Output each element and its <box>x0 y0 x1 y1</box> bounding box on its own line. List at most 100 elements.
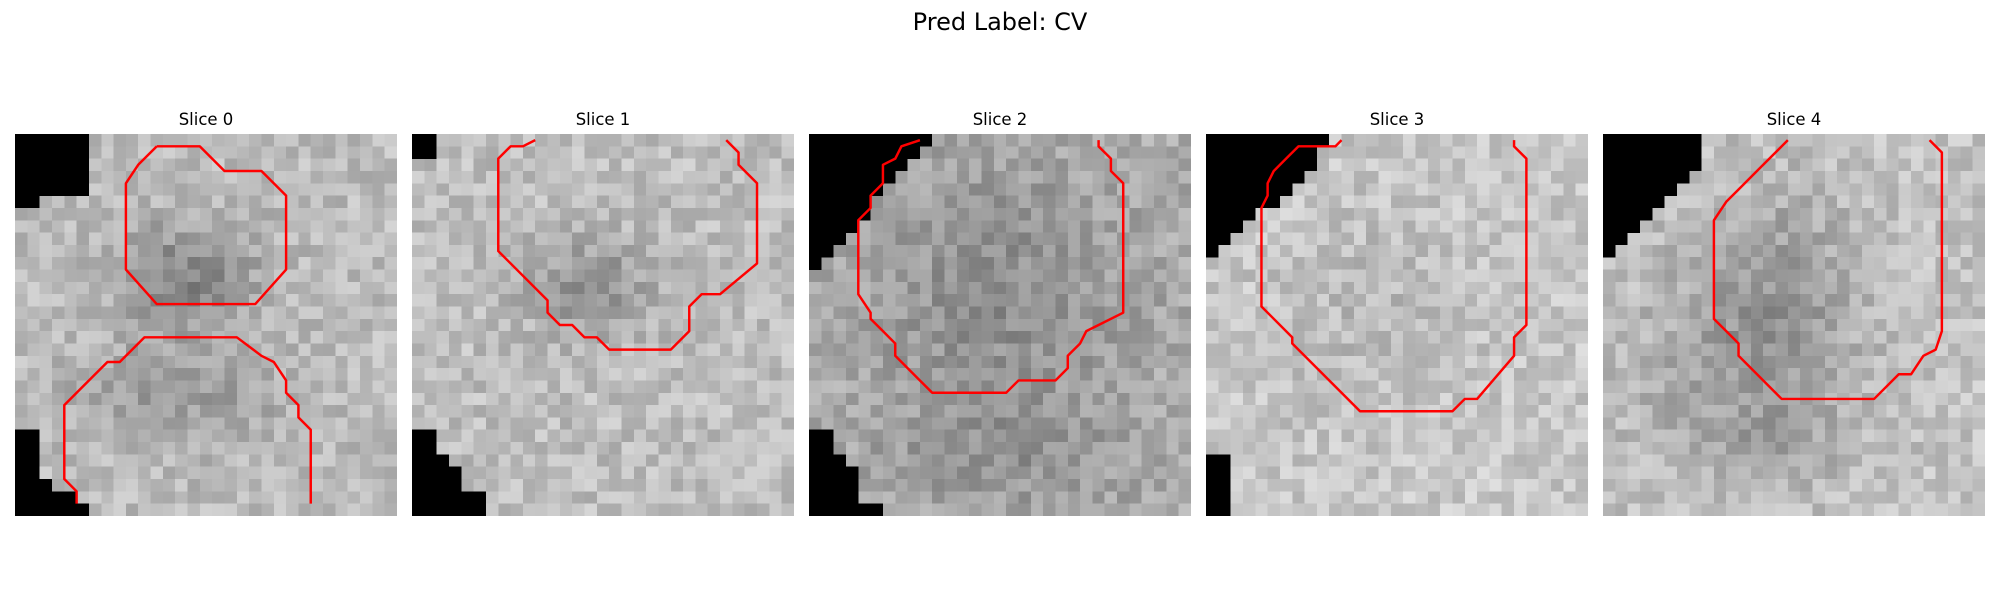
image-pixel <box>547 146 561 159</box>
image-pixel <box>323 392 336 406</box>
image-pixel <box>1242 368 1256 381</box>
image-pixel <box>1353 454 1367 467</box>
image-pixel <box>1166 195 1179 209</box>
image-pixel <box>1316 257 1330 270</box>
image-pixel <box>485 134 499 147</box>
image-pixel <box>261 269 275 283</box>
image-pixel <box>412 343 425 357</box>
image-pixel <box>621 417 635 430</box>
image-pixel <box>1440 170 1453 184</box>
image-pixel <box>1750 269 1764 283</box>
image-pixel <box>1390 269 1404 283</box>
image-pixel <box>298 343 311 357</box>
image-pixel <box>187 392 201 406</box>
image-pixel <box>510 195 524 209</box>
image-pixel <box>1154 331 1167 344</box>
image-pixel <box>1652 368 1665 381</box>
image-pixel <box>448 281 462 295</box>
image-pixel <box>1837 207 1850 221</box>
image-pixel <box>1129 257 1142 270</box>
image-pixel <box>781 220 794 233</box>
image-pixel <box>932 232 945 246</box>
image-pixel <box>683 491 696 504</box>
image-pixel <box>199 183 213 196</box>
image-pixel <box>360 380 373 394</box>
image-pixel <box>1701 466 1715 480</box>
image-pixel <box>323 281 336 295</box>
image-pixel <box>461 380 474 394</box>
image-pixel <box>101 491 114 504</box>
image-pixel <box>335 331 348 344</box>
image-pixel <box>1427 479 1441 492</box>
image-pixel <box>448 257 462 270</box>
image-pixel <box>1279 368 1293 381</box>
image-pixel <box>1763 491 1776 504</box>
image-pixel <box>1154 170 1167 184</box>
image-pixel <box>993 195 1007 209</box>
image-pixel <box>1972 170 1985 184</box>
image-pixel <box>1738 503 1752 516</box>
image-pixel <box>1713 405 1727 418</box>
image-pixel <box>1489 220 1502 233</box>
image-pixel <box>1563 479 1576 492</box>
image-pixel <box>15 392 28 406</box>
image-pixel <box>1341 134 1355 147</box>
image-pixel <box>547 417 561 430</box>
image-pixel <box>1738 232 1752 246</box>
image-pixel <box>1726 466 1739 480</box>
image-pixel <box>1166 146 1179 159</box>
image-pixel <box>757 257 770 270</box>
image-pixel <box>1689 380 1702 394</box>
image-pixel <box>1526 257 1539 270</box>
image-pixel <box>473 183 487 196</box>
image-pixel <box>249 269 262 283</box>
image-pixel <box>1886 503 1899 516</box>
image-pixel <box>162 207 176 221</box>
mask-pixel-run <box>809 183 883 196</box>
image-pixel <box>1514 195 1527 209</box>
image-pixel <box>473 195 487 209</box>
image-pixel <box>347 232 361 246</box>
image-pixel <box>1006 294 1019 307</box>
image-pixel <box>162 392 176 406</box>
image-pixel <box>559 183 573 196</box>
image-pixel <box>1080 380 1093 394</box>
image-pixel <box>572 294 585 307</box>
image-pixel <box>1329 417 1342 430</box>
image-pixel <box>1390 183 1404 196</box>
image-pixel <box>969 479 982 492</box>
image-pixel <box>436 306 450 320</box>
image-pixel <box>1218 368 1231 381</box>
image-pixel <box>1750 134 1764 147</box>
image-pixel <box>559 392 573 406</box>
image-pixel <box>1923 146 1936 159</box>
image-pixel <box>559 294 573 307</box>
image-pixel <box>633 183 647 196</box>
image-pixel <box>646 479 659 492</box>
image-pixel <box>522 466 536 480</box>
image-pixel <box>1464 257 1478 270</box>
image-pixel <box>1043 244 1056 258</box>
image-pixel <box>1489 158 1502 172</box>
image-pixel <box>125 479 139 492</box>
image-pixel <box>1316 380 1330 394</box>
slice-panel-0: Slice 0 <box>15 108 397 516</box>
image-pixel <box>1824 491 1838 504</box>
image-pixel <box>335 392 348 406</box>
image-pixel <box>498 318 511 332</box>
image-pixel <box>76 392 90 406</box>
image-pixel <box>1837 417 1850 430</box>
image-pixel <box>1652 207 1665 221</box>
image-pixel <box>1800 429 1813 443</box>
image-pixel <box>1390 306 1404 320</box>
image-pixel <box>584 491 598 504</box>
image-pixel <box>1341 183 1355 196</box>
image-pixel <box>633 331 647 344</box>
image-pixel <box>360 269 373 283</box>
image-pixel <box>1514 368 1527 381</box>
image-pixel <box>919 466 933 480</box>
image-pixel <box>39 207 53 221</box>
mask-pixel-run <box>809 466 859 480</box>
image-pixel <box>448 207 462 221</box>
image-pixel <box>273 207 287 221</box>
